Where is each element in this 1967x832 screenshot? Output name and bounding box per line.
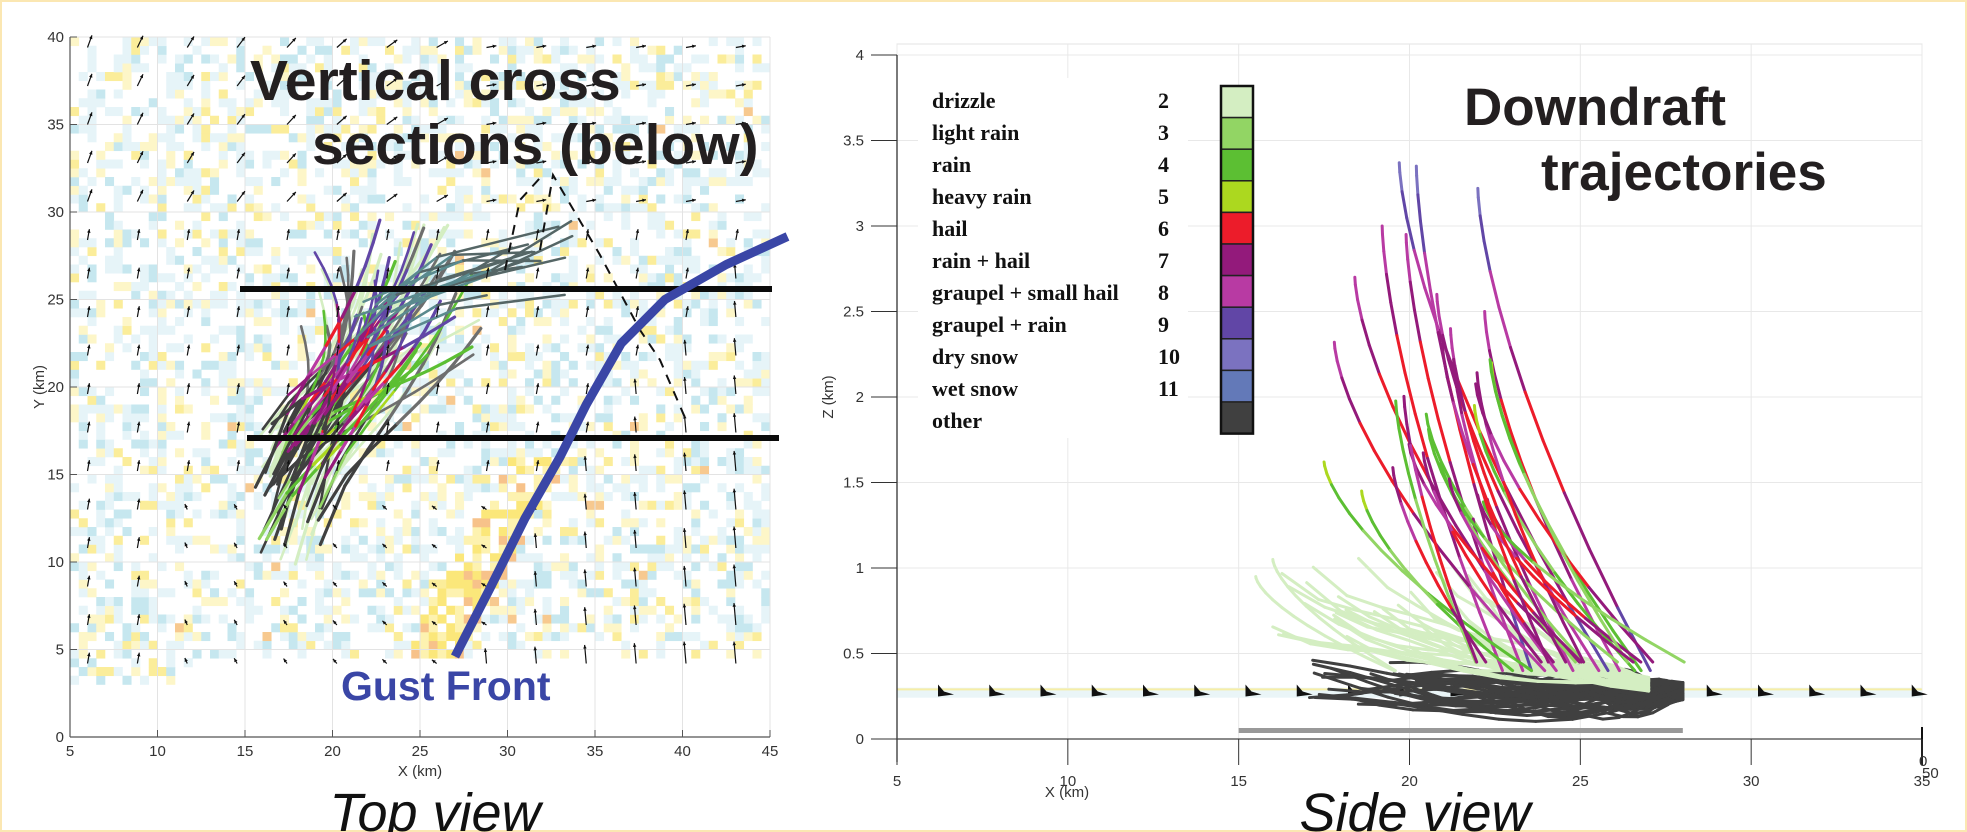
legend-code: 2 [1158, 88, 1169, 113]
gust-front-label: Gust Front [341, 663, 551, 709]
right-title-line2: trajectories [1541, 143, 1827, 202]
legend-label: hail [932, 216, 967, 241]
legend-swatch [1220, 116, 1254, 150]
legend-label: other [932, 408, 982, 433]
legend-swatch [1220, 85, 1254, 119]
legend-swatch [1220, 338, 1254, 372]
legend-code: 5 [1158, 184, 1169, 209]
right-y-tick: 3.5 [843, 133, 864, 150]
left-y-tick: 20 [47, 379, 64, 396]
left-y-tick: 25 [47, 292, 64, 309]
left-y-tick: 0 [56, 729, 64, 746]
legend-code: 6 [1158, 216, 1169, 241]
left-y-tick: 5 [56, 642, 64, 659]
right-x-tick: 20 [1401, 773, 1418, 790]
right-y-tick: 0.5 [843, 646, 864, 663]
left-y-axis-label: Y (km) [31, 365, 48, 409]
top-view-caption: Top view [329, 783, 543, 832]
legend-code: 11 [1158, 376, 1179, 401]
legend-label: rain [932, 152, 971, 177]
left-y-tick: 15 [47, 467, 64, 484]
right-y-tick: 4 [856, 47, 864, 64]
legend-swatch [1220, 211, 1254, 245]
left-x-tick: 30 [499, 743, 516, 760]
legend-label: graupel + small hail [932, 280, 1119, 305]
legend-swatch [1220, 401, 1254, 435]
gust-front-line [450, 232, 790, 659]
left-x-tick: 25 [412, 743, 429, 760]
left-y-tick: 40 [47, 29, 64, 46]
left-x-tick: 10 [149, 743, 166, 760]
left-y-tick: 30 [47, 204, 64, 221]
side-view-trajectories [1238, 161, 1686, 733]
legend-swatch [1220, 180, 1254, 214]
legend-label: heavy rain [932, 184, 1032, 209]
left-x-tick: 40 [674, 743, 691, 760]
right-y-tick: 1 [856, 560, 864, 577]
hydrometeor-legend: drizzle 2 light rain 3 rain 4 heavy rain 5 hail 6… [918, 78, 1255, 438]
dashed-contour [504, 172, 687, 421]
left-x-tick: 15 [237, 743, 254, 760]
left-x-tick: 20 [324, 743, 341, 760]
right-y-tick: 2.5 [843, 304, 864, 321]
right-y-tick: 3 [856, 218, 864, 235]
side-view-caption: Side view [1299, 783, 1533, 832]
legend-label: wet snow [932, 376, 1018, 401]
right-y-tick: 1.5 [843, 475, 864, 492]
right-y-axis-label: Z (km) [820, 375, 837, 418]
left-title-line1: Vertical cross [250, 49, 621, 113]
right-x-tick: 15 [1230, 773, 1247, 790]
wind-vector-field [86, 35, 746, 664]
right-x-tick: 10 [1059, 773, 1076, 790]
legend-swatch [1220, 306, 1254, 340]
left-y-tick: 10 [47, 554, 64, 571]
top-view-trajectories [253, 218, 574, 566]
legend-label: graupel + rain [932, 312, 1067, 337]
right-x-tick: 35 [1914, 773, 1931, 790]
legend-code: 10 [1158, 344, 1180, 369]
legend-label: light rain [932, 120, 1019, 145]
corner-label-0: 0 [1919, 753, 1927, 770]
right-x-tick: 30 [1743, 773, 1760, 790]
legend-swatch [1220, 274, 1254, 308]
right-title-line1: Downdraft [1464, 78, 1726, 137]
legend-swatch [1220, 369, 1254, 403]
left-x-tick: 35 [587, 743, 604, 760]
right-x-axis-label: X (km) [1045, 784, 1089, 801]
right-x-tick: 5 [893, 773, 901, 790]
right-x-tick: 25 [1572, 773, 1589, 790]
legend-label: drizzle [932, 88, 996, 113]
left-title-line2: sections (below) [312, 113, 759, 177]
left-x-axis-label: X (km) [398, 763, 442, 780]
legend-code: 3 [1158, 120, 1169, 145]
legend-label: rain + hail [932, 248, 1030, 273]
legend-label: dry snow [932, 344, 1018, 369]
legend-code: 8 [1158, 280, 1169, 305]
right-y-tick: 0 [856, 731, 864, 748]
right-y-tick: 2 [856, 389, 864, 406]
corner-label-50: 50 [1922, 765, 1939, 782]
left-y-tick: 35 [47, 117, 64, 134]
left-x-tick: 45 [762, 743, 779, 760]
left-x-tick: 5 [66, 743, 74, 760]
legend-code: 7 [1158, 248, 1169, 273]
legend-swatch [1220, 243, 1254, 277]
legend-code: 9 [1158, 312, 1169, 337]
legend-swatch [1220, 148, 1254, 182]
legend-code: 4 [1158, 152, 1169, 177]
